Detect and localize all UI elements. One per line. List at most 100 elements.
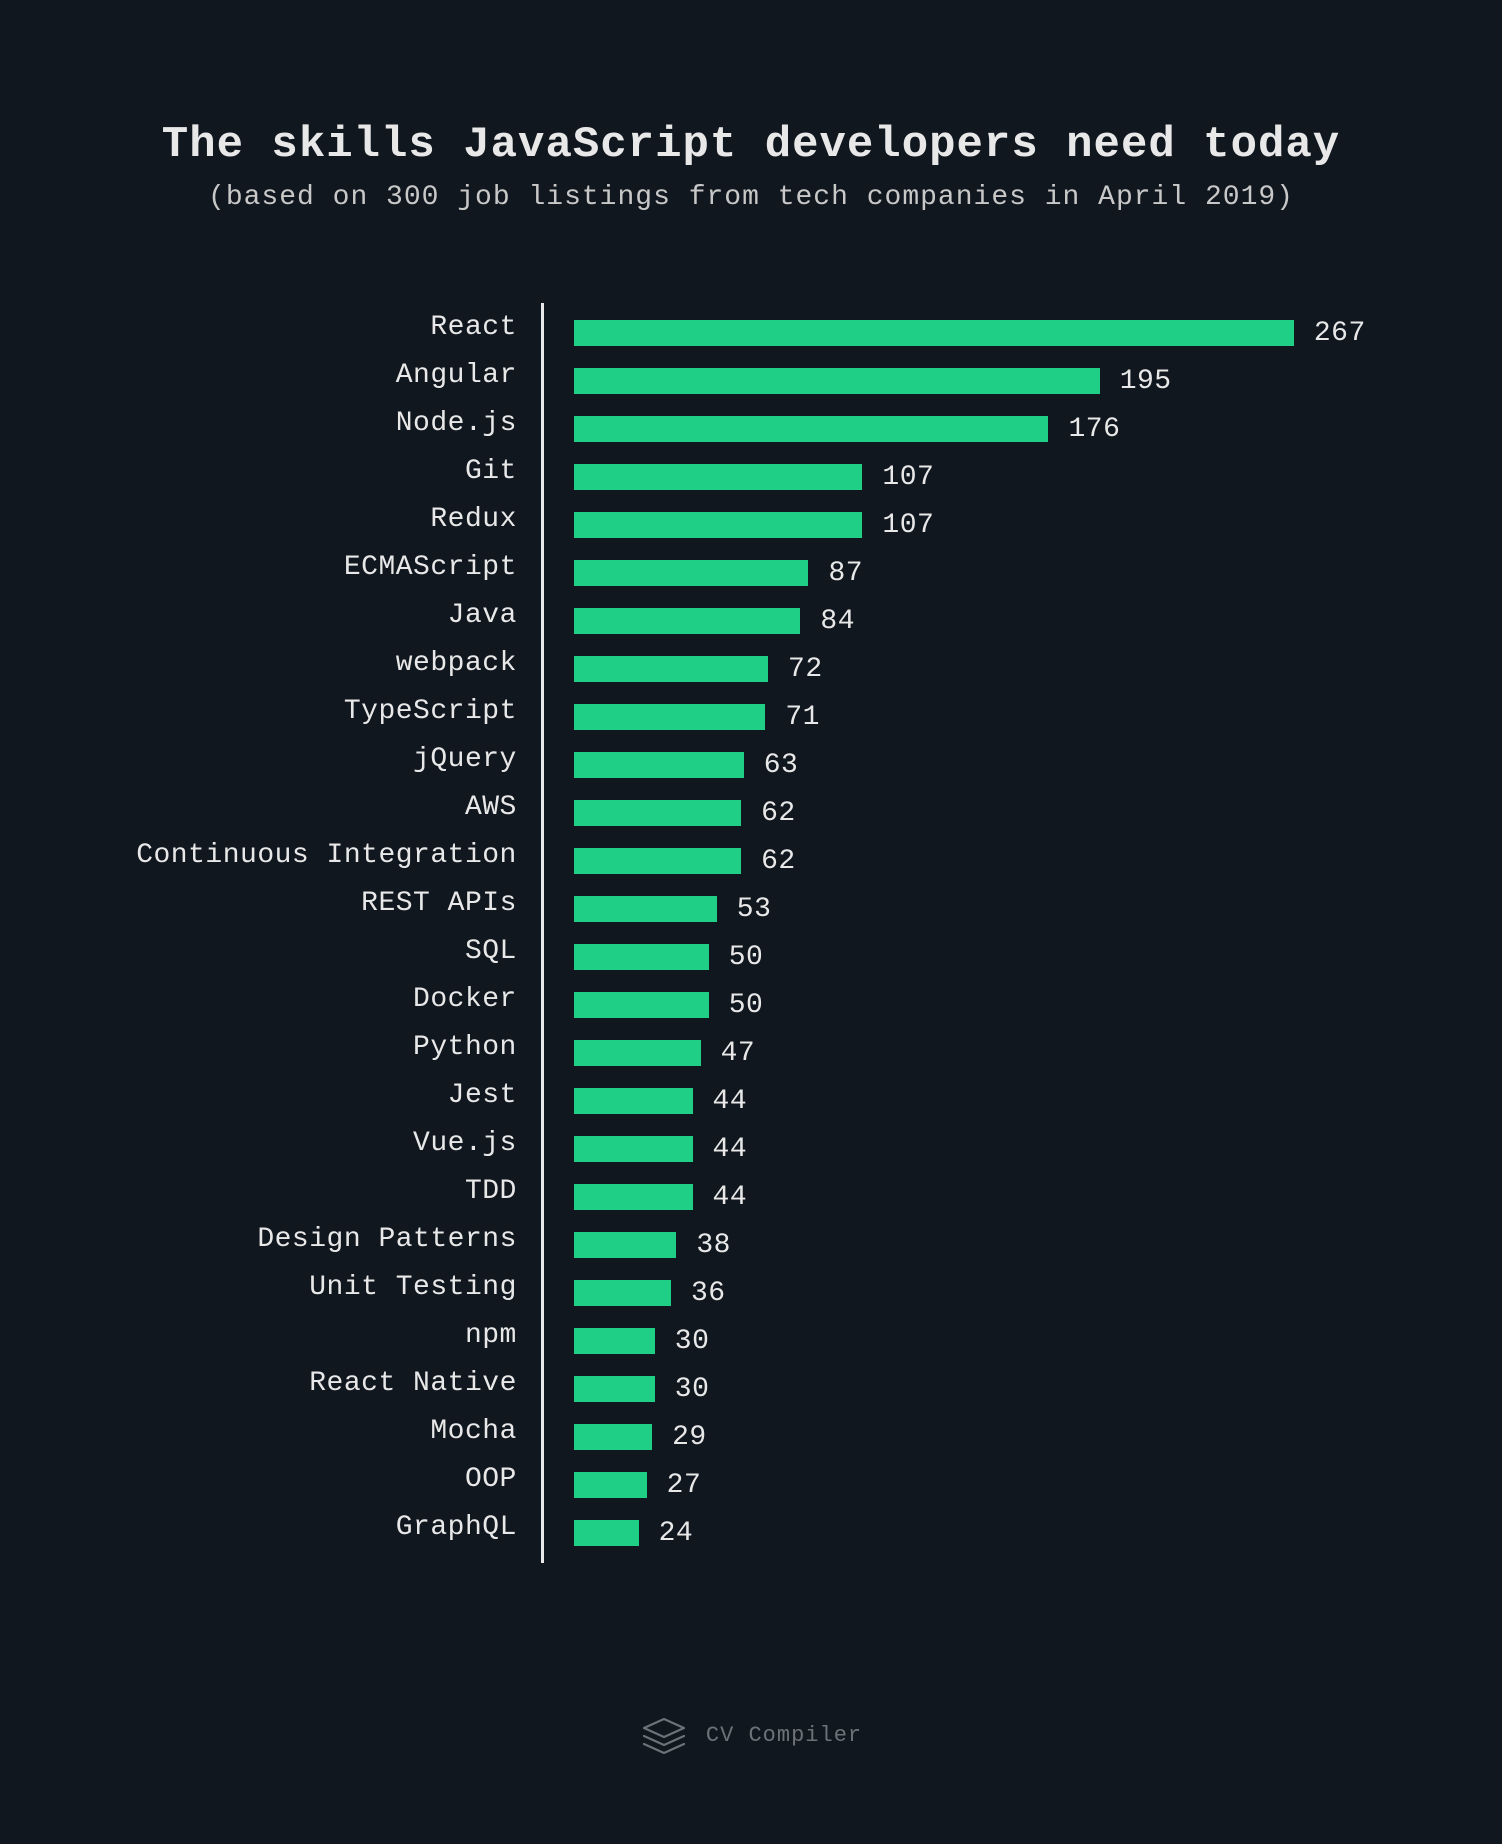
bar-label: TypeScript [344, 687, 517, 735]
bar-label: SQL [465, 927, 517, 975]
bar-value: 44 [713, 1182, 748, 1213]
bar-row: 62 [574, 837, 1366, 885]
bar [574, 896, 717, 922]
bar-value: 44 [713, 1086, 748, 1117]
bar-value: 27 [667, 1470, 702, 1501]
bar-row: 47 [574, 1029, 1366, 1077]
bar-row: 267 [574, 309, 1366, 357]
bar [574, 320, 1294, 346]
bar-row: 71 [574, 693, 1366, 741]
bar-label: Mocha [430, 1407, 517, 1455]
bar-row: 30 [574, 1317, 1366, 1365]
bar-value: 36 [691, 1278, 726, 1309]
bar-row: 44 [574, 1077, 1366, 1125]
bar-row: 84 [574, 597, 1366, 645]
bar-value: 71 [785, 702, 820, 733]
bar [574, 1136, 693, 1162]
bar-value: 176 [1068, 414, 1120, 445]
bar-value: 47 [721, 1038, 756, 1069]
bar [574, 1472, 647, 1498]
bar-label: ECMAScript [344, 543, 517, 591]
bar [574, 1040, 701, 1066]
bar-label: OOP [465, 1455, 517, 1503]
bar-value: 63 [764, 750, 799, 781]
footer-brand: CV Compiler [706, 1723, 862, 1748]
bar-label: Continuous Integration [136, 831, 517, 879]
bar-label: Node.js [396, 399, 517, 447]
bar [574, 1328, 655, 1354]
bar [574, 1280, 671, 1306]
bar-row: 36 [574, 1269, 1366, 1317]
bar-value: 62 [761, 846, 796, 877]
bar-row: 29 [574, 1413, 1366, 1461]
bar-row: 30 [574, 1365, 1366, 1413]
bar-row: 107 [574, 501, 1366, 549]
bars-column: 267 195176 107 107 87 84 72 71 63 62 62 53 50 50 47 44 4… [541, 303, 1366, 1563]
bar [574, 512, 863, 538]
bar-value: 62 [761, 798, 796, 829]
bar [574, 1424, 652, 1450]
bar-label: npm [465, 1311, 517, 1359]
bar-label: Python [413, 1023, 517, 1071]
bar-row: 63 [574, 741, 1366, 789]
bar-label: Docker [413, 975, 517, 1023]
bar [574, 704, 765, 730]
bar-row: 72 [574, 645, 1366, 693]
bar-value: 30 [675, 1374, 710, 1405]
bar-row: 44 [574, 1125, 1366, 1173]
bar-row: 87 [574, 549, 1366, 597]
bar [574, 560, 809, 586]
bar-chart: ReactAngularNode.jsGitReduxECMAScriptJav… [80, 303, 1422, 1563]
bar-label: Unit Testing [309, 1263, 517, 1311]
bar [574, 1088, 693, 1114]
bar-value: 84 [820, 606, 855, 637]
bar-label: GraphQL [396, 1503, 517, 1551]
bar-value: 53 [737, 894, 772, 925]
bar [574, 368, 1100, 394]
bar-value: 24 [659, 1518, 694, 1549]
bar [574, 656, 768, 682]
bar-value: 72 [788, 654, 823, 685]
bar-value: 195 [1120, 366, 1172, 397]
bar-value: 107 [882, 510, 934, 541]
bar [574, 1520, 639, 1546]
bar-row: 27 [574, 1461, 1366, 1509]
chart-title: The skills JavaScript developers need to… [80, 120, 1422, 170]
bar-value: 87 [828, 558, 863, 589]
bar-label: Jest [448, 1071, 517, 1119]
bar [574, 608, 801, 634]
bar-value: 267 [1314, 318, 1366, 349]
bar [574, 752, 744, 778]
bar-label: Angular [396, 351, 517, 399]
bar-label: Vue.js [413, 1119, 517, 1167]
bar-label: TDD [465, 1167, 517, 1215]
bar [574, 992, 709, 1018]
bar [574, 1184, 693, 1210]
chart-inner: ReactAngularNode.jsGitReduxECMAScriptJav… [136, 303, 1366, 1563]
bar-label: webpack [396, 639, 517, 687]
footer: CV Compiler [0, 1716, 1502, 1754]
bar-value: 50 [729, 990, 764, 1021]
bar-label: REST APIs [361, 879, 517, 927]
bar-value: 107 [882, 462, 934, 493]
bar-value: 29 [672, 1422, 707, 1453]
bar-row: 62 [574, 789, 1366, 837]
bar-row: 50 [574, 981, 1366, 1029]
bar-label: Redux [430, 495, 517, 543]
bar [574, 464, 863, 490]
bar-row: 44 [574, 1173, 1366, 1221]
labels-column: ReactAngularNode.jsGitReduxECMAScriptJav… [136, 303, 541, 1563]
bar-row: 38 [574, 1221, 1366, 1269]
bar-value: 38 [696, 1230, 731, 1261]
bar-label: React [430, 303, 517, 351]
bar [574, 1376, 655, 1402]
bar-row: 50 [574, 933, 1366, 981]
bar-label: AWS [465, 783, 517, 831]
bar [574, 800, 741, 826]
bar-value: 44 [713, 1134, 748, 1165]
bar-row: 195 [574, 357, 1366, 405]
bar-value: 30 [675, 1326, 710, 1357]
bar [574, 1232, 676, 1258]
bar-row: 176 [574, 405, 1366, 453]
chart-subtitle: (based on 300 job listings from tech com… [80, 182, 1422, 213]
